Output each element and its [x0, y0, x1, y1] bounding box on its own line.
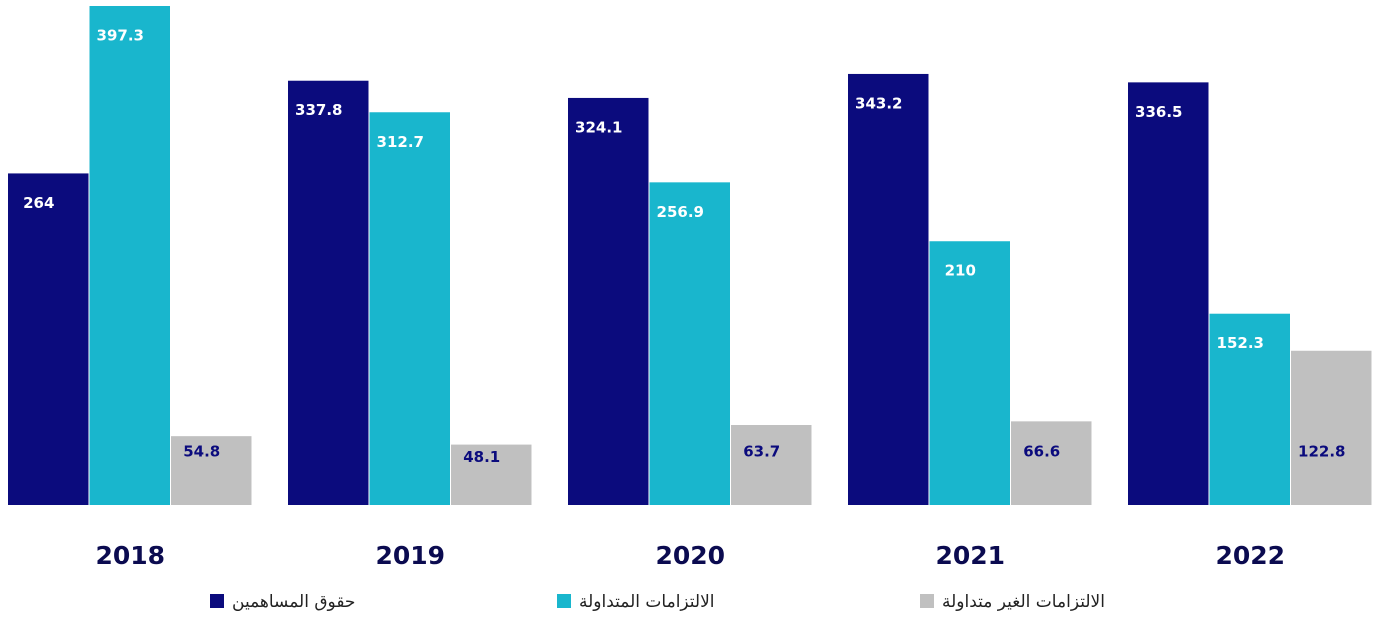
- value-label: 210: [945, 262, 976, 280]
- value-label: 337.8: [295, 101, 342, 119]
- value-label: 152.3: [1217, 334, 1264, 352]
- value-label: 312.7: [377, 133, 424, 151]
- x-tick-label: 2019: [375, 541, 445, 570]
- legend-label: الالتزامات الغير متداولة: [942, 592, 1105, 612]
- bar: [1209, 313, 1290, 505]
- x-tick-label: 2021: [935, 541, 1005, 570]
- legend-swatch: [210, 594, 224, 608]
- value-label: 63.7: [743, 443, 780, 461]
- bar: [1011, 421, 1092, 505]
- value-label: 256.9: [657, 203, 704, 221]
- value-label: 48.1: [463, 448, 500, 466]
- legend-label: حقوق المساهمين: [232, 592, 355, 612]
- bar: [568, 97, 649, 506]
- x-tick-label: 2022: [1215, 541, 1285, 570]
- bar: [451, 444, 532, 505]
- legend-label: الالتزامات المتداولة: [579, 592, 715, 612]
- bar: [731, 424, 812, 505]
- bar: [1291, 350, 1372, 505]
- value-label: 343.2: [855, 94, 902, 112]
- value-label: 264: [23, 194, 54, 212]
- bar: [288, 80, 369, 505]
- bar: [929, 241, 1010, 506]
- bar: [171, 436, 252, 505]
- value-label: 54.8: [183, 443, 220, 461]
- bar: [1128, 82, 1209, 505]
- bar: [369, 112, 450, 505]
- bar: [89, 6, 170, 505]
- bar: [8, 173, 89, 505]
- value-label: 397.3: [97, 27, 144, 45]
- legend-swatch: [557, 594, 571, 608]
- value-label: 66.6: [1023, 443, 1060, 461]
- x-tick-label: 2018: [95, 541, 165, 570]
- bar: [848, 73, 929, 506]
- x-tick-label: 2020: [655, 541, 725, 570]
- bar: [649, 182, 730, 505]
- value-label: 324.1: [575, 118, 622, 136]
- value-label: 122.8: [1298, 443, 1345, 461]
- value-label: 336.5: [1135, 103, 1182, 121]
- legend-swatch: [920, 594, 934, 608]
